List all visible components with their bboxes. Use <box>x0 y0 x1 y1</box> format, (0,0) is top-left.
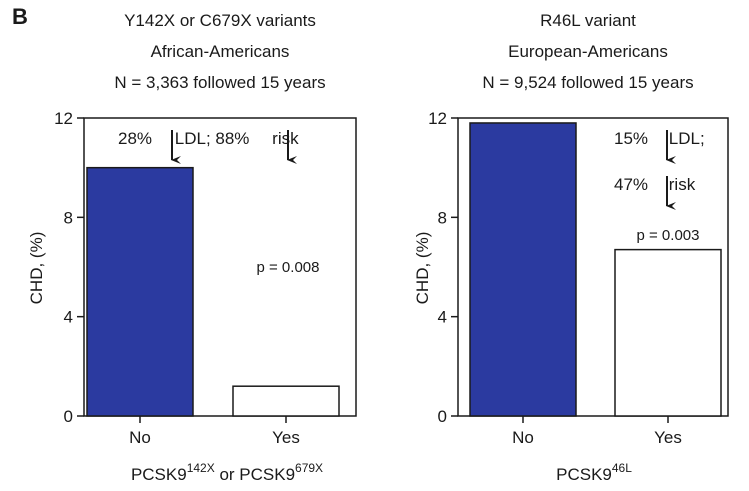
right-bars: No Yes <box>469 122 722 447</box>
left-y-tick-label: 12 <box>54 109 73 128</box>
right-annotation-2-part-1: 47% <box>614 175 648 194</box>
left-bars: No Yes <box>86 166 340 447</box>
right-chart: R46L variant European-Americans N = 9,52… <box>413 11 729 484</box>
right-y-tick-label: 4 <box>438 308 447 327</box>
left-annotation-part-2: LDL; 88% <box>175 129 250 148</box>
left-x-axis-label: PCSK9142X or PCSK9679X <box>131 461 323 484</box>
panel-label: B <box>12 4 28 29</box>
left-x-label-base-2: or PCSK9 <box>215 465 295 484</box>
left-category-label: Yes <box>272 428 300 447</box>
left-annotation: 28% LDL; 88% risk <box>118 129 299 148</box>
right-y-axis-label: CHD, (%) <box>413 232 432 305</box>
left-header-line-3: N = 3,363 followed 15 years <box>114 73 325 92</box>
right-header-line-1: R46L variant <box>540 11 636 30</box>
right-annotation-1-part-2: LDL; <box>669 129 705 148</box>
right-category-label: No <box>512 428 534 447</box>
left-annotation-part-3: risk <box>272 129 299 148</box>
left-category-label: No <box>129 428 151 447</box>
left-bar-yes <box>232 385 340 417</box>
right-x-label-super: 46L <box>612 461 632 475</box>
right-category-label: Yes <box>654 428 682 447</box>
left-p-value: p = 0.008 <box>257 259 320 276</box>
right-x-axis-label: PCSK946L <box>556 461 632 484</box>
right-y-tick-label: 12 <box>428 109 447 128</box>
left-y-tick-label: 4 <box>64 308 73 327</box>
left-x-label-base-1: PCSK9 <box>131 465 187 484</box>
right-annotation-1-part-1: 15% <box>614 129 648 148</box>
left-header-line-1: Y142X or C679X variants <box>124 11 316 30</box>
left-x-label-super-1: 142X <box>187 461 215 475</box>
right-plot-frame <box>457 117 729 417</box>
left-x-label-super-2: 679X <box>295 461 323 475</box>
right-header-line-2: European-Americans <box>508 42 668 61</box>
right-bar-yes <box>614 248 722 417</box>
right-annotation-2-part-2: risk <box>669 175 696 194</box>
left-y-axis-label: CHD, (%) <box>27 232 46 305</box>
right-x-label-base: PCSK9 <box>556 465 612 484</box>
right-p-value: p = 0.003 <box>637 227 700 244</box>
left-annotation-part-1: 28% <box>118 129 152 148</box>
left-y-tick-label: 0 <box>64 407 73 426</box>
left-chart: Y142X or C679X variants African-American… <box>27 11 357 484</box>
left-plot-frame <box>83 117 357 417</box>
left-y-axis: 0 4 8 12 <box>54 109 84 426</box>
right-y-tick-label: 0 <box>438 407 447 426</box>
left-bar-no <box>86 166 194 417</box>
right-bar-no <box>469 122 577 417</box>
right-header-line-3: N = 9,524 followed 15 years <box>482 73 693 92</box>
right-annotation-line-1: 15% LDL; <box>614 129 705 148</box>
right-annotation-line-2: 47% risk <box>614 175 696 194</box>
left-y-tick-label: 8 <box>64 208 73 227</box>
right-y-tick-label: 8 <box>438 208 447 227</box>
left-header-line-2: African-Americans <box>151 42 290 61</box>
right-y-axis: 0 4 8 12 <box>428 109 458 426</box>
